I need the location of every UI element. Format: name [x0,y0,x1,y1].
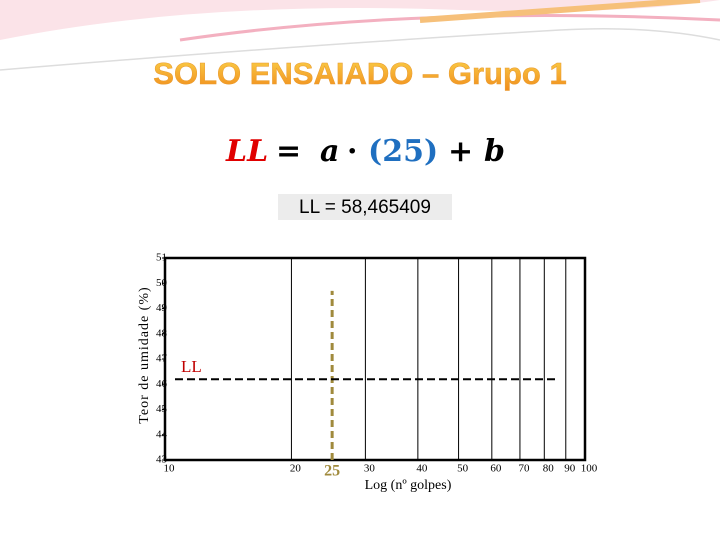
chart: 10 20 30 40 50 60 70 80 90 100 43 44 45 46 47 48 49 50 51 L… [137,252,598,494]
x-tick-label: 100 [581,463,598,475]
y-tick-label: 43 [156,454,168,466]
reference-label: LL [181,357,202,376]
slide-title: SOLO ENSAIADO – Grupo 1 [153,56,566,91]
x-tick-label: 60 [490,463,502,475]
formula: LL = a · (25) + b [225,134,505,169]
x-tick-label: 10 [164,463,176,475]
formula-plus: + [448,134,473,169]
formula-dot: · [347,134,357,169]
formula-a: a [320,134,339,169]
y-tick-label: 45 [156,403,168,415]
plot-frame [163,256,587,462]
x-tick-label: 30 [364,463,376,475]
formula-arg: (25) [368,134,438,169]
x-tick-label: 40 [416,463,428,475]
result: LL = 58,465409 [299,197,431,218]
y-axis-label: Teor de umidade (%) [137,286,152,423]
y-tick-label: 47 [156,353,168,365]
formula-lhs: LL [225,134,268,169]
formula-b: b [484,134,505,169]
x-axis-label: Log (nº golpes) [365,478,452,493]
x-tick-label: 70 [518,463,530,475]
decoration [0,0,720,71]
y-tick-label: 51 [156,252,167,264]
x-tick-label: 50 [457,463,469,475]
reference-label: 25 [324,463,340,480]
x-tick-label: 20 [290,463,302,475]
x-tick-label: 80 [543,463,555,475]
formula-eq: = [276,134,301,169]
result-box [278,194,452,220]
y-tick-label: 44 [156,428,168,440]
y-tick-label: 48 [156,327,168,339]
x-tick-label: 90 [564,463,576,475]
y-tick-label: 46 [156,378,168,390]
y-tick-label: 50 [156,277,168,289]
y-tick-label: 49 [156,302,168,314]
